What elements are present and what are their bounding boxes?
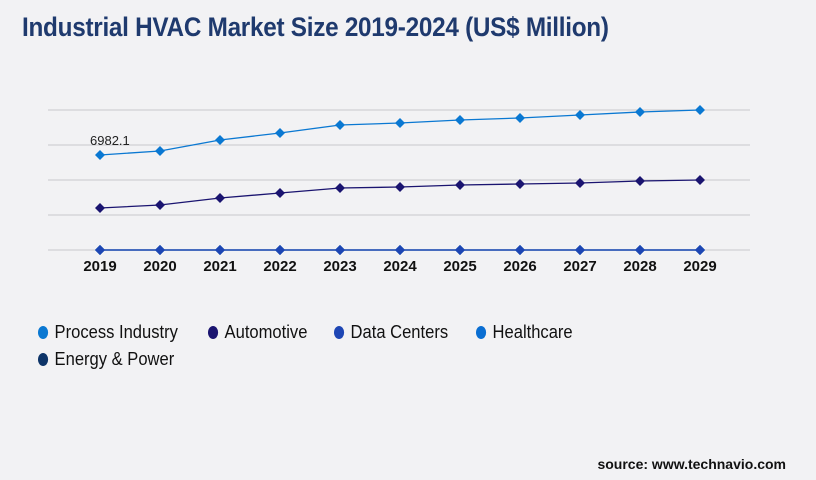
data-point bbox=[275, 127, 285, 138]
data-point bbox=[395, 181, 405, 192]
legend-marker-icon bbox=[38, 353, 49, 366]
data-point bbox=[515, 113, 525, 123]
data-point bbox=[395, 245, 405, 255]
x-tick-label: 2027 bbox=[563, 258, 596, 275]
x-tick-label: 2020 bbox=[143, 258, 176, 275]
data-point bbox=[155, 199, 165, 210]
data-point bbox=[515, 245, 525, 255]
data-point bbox=[455, 179, 465, 190]
legend-label: Energy & Power bbox=[54, 349, 175, 369]
legend-label: Automotive bbox=[224, 322, 308, 342]
line-chart: 2019 2020 2021 2022 2023 2024 2025 2026 2027 2028… bbox=[48, 105, 750, 275]
x-tick-label: 2025 bbox=[443, 258, 476, 275]
legend-marker-icon bbox=[476, 326, 487, 339]
data-point bbox=[575, 177, 585, 188]
data-point bbox=[155, 245, 165, 255]
legend-item: Process Industry bbox=[38, 322, 178, 343]
data-point bbox=[275, 245, 285, 255]
data-point bbox=[695, 175, 705, 185]
data-point bbox=[575, 109, 585, 120]
data-point bbox=[215, 135, 225, 145]
data-point bbox=[335, 119, 345, 130]
data-point bbox=[635, 107, 645, 117]
x-tick-label: 2022 bbox=[263, 258, 296, 275]
legend-label: Data Centers bbox=[350, 322, 449, 342]
data-point bbox=[95, 245, 105, 255]
legend-item: Healthcare bbox=[476, 322, 573, 343]
data-point bbox=[155, 146, 165, 157]
data-point bbox=[275, 187, 285, 198]
legend: Process Industry Automotive Data Centers He… bbox=[38, 322, 678, 370]
legend-marker-icon bbox=[334, 326, 345, 339]
legend-label: Process Industry bbox=[54, 322, 178, 342]
data-point bbox=[335, 183, 345, 193]
legend-marker-icon bbox=[208, 326, 219, 339]
legend-item: Automotive bbox=[208, 322, 307, 343]
data-point bbox=[515, 179, 525, 189]
data-point bbox=[95, 150, 105, 161]
data-point bbox=[455, 115, 465, 125]
data-point bbox=[335, 245, 345, 255]
source-note: source: www.technavio.com bbox=[597, 456, 786, 472]
data-point bbox=[575, 245, 585, 255]
legend-item: Data Centers bbox=[334, 322, 448, 343]
x-tick-label: 2021 bbox=[203, 258, 236, 275]
legend-item: Energy & Power bbox=[38, 349, 174, 370]
series-line bbox=[99, 109, 701, 156]
data-point bbox=[215, 245, 225, 255]
data-point bbox=[635, 175, 645, 186]
data-point bbox=[215, 193, 225, 203]
data-point bbox=[95, 203, 105, 213]
x-tick-label: 2026 bbox=[503, 258, 536, 275]
legend-label: Healthcare bbox=[492, 322, 573, 342]
data-point bbox=[635, 245, 645, 255]
x-tick-label: 2029 bbox=[683, 258, 716, 275]
chart-title: Industrial HVAC Market Size 2019-2024 (U… bbox=[22, 12, 609, 42]
data-label: 6982.1 bbox=[90, 133, 130, 148]
x-tick-label: 2023 bbox=[323, 258, 356, 275]
data-point bbox=[695, 245, 705, 255]
data-point bbox=[455, 245, 465, 255]
data-point bbox=[695, 105, 705, 115]
x-tick-label: 2024 bbox=[383, 258, 417, 275]
data-point bbox=[395, 117, 405, 128]
legend-marker-icon bbox=[38, 326, 49, 339]
x-tick-label: 2019 bbox=[83, 258, 116, 275]
x-tick-label: 2028 bbox=[623, 258, 656, 275]
